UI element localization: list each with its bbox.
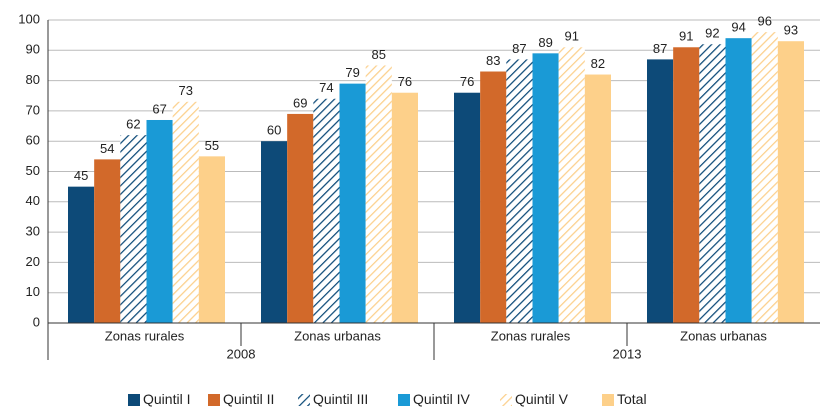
y-tick-label: 70	[26, 102, 40, 117]
data-label: 91	[565, 29, 579, 44]
legend-swatch	[128, 394, 140, 406]
data-label: 79	[345, 65, 359, 80]
bar	[94, 159, 121, 323]
legend-label: Quintil III	[313, 391, 368, 407]
bar	[647, 59, 674, 323]
bar	[506, 59, 533, 323]
data-label: 54	[100, 141, 114, 156]
legend-swatch	[298, 394, 310, 406]
x-tick-label: Zonas urbanas	[680, 328, 767, 343]
y-tick-label: 0	[33, 314, 40, 329]
y-tick-label: 20	[26, 254, 40, 269]
legend-label: Quintil II	[223, 391, 274, 407]
y-tick-label: 100	[18, 11, 40, 26]
bar	[365, 65, 392, 323]
data-label: 76	[460, 74, 474, 89]
bar	[287, 113, 314, 324]
bar	[558, 47, 585, 324]
bar	[261, 141, 288, 323]
bar	[532, 53, 559, 324]
legend-label: Total	[617, 391, 647, 407]
bar	[172, 101, 199, 323]
data-label: 93	[784, 23, 798, 38]
data-label: 76	[398, 74, 412, 89]
y-tick-label: 60	[26, 133, 40, 148]
legend-swatch	[398, 394, 410, 406]
data-label: 60	[267, 123, 281, 138]
legend-label: Quintil IV	[413, 391, 470, 407]
bar	[391, 92, 418, 323]
legend-label: Quintil I	[143, 391, 190, 407]
data-label: 69	[293, 95, 307, 110]
data-label: 73	[179, 83, 193, 98]
group-label: 2013	[613, 346, 642, 361]
x-tick-label: Zonas rurales	[105, 328, 185, 343]
x-tick-label: Zonas rurales	[491, 328, 571, 343]
data-label: 74	[319, 80, 333, 95]
data-label: 85	[372, 47, 386, 62]
bar	[480, 71, 507, 323]
data-label: 96	[758, 14, 772, 29]
y-tick-label: 10	[26, 284, 40, 299]
data-label: 45	[74, 168, 88, 183]
legend-swatch	[500, 394, 512, 406]
data-label: 94	[731, 20, 745, 35]
legend-swatch	[208, 394, 220, 406]
legend-label: Quintil V	[515, 391, 569, 407]
data-label: 55	[205, 138, 219, 153]
data-label: 92	[705, 26, 719, 41]
bar	[120, 135, 147, 323]
bar	[699, 44, 726, 324]
data-label: 62	[126, 117, 140, 132]
bar	[725, 38, 752, 324]
bar	[454, 92, 481, 323]
group-label: 2008	[227, 346, 256, 361]
y-tick-label: 90	[26, 42, 40, 57]
data-label: 83	[486, 53, 500, 68]
data-label: 67	[152, 101, 166, 116]
bar	[146, 119, 173, 324]
bar	[68, 186, 95, 323]
data-label: 82	[591, 56, 605, 71]
legend-swatch	[602, 394, 614, 406]
bar	[673, 47, 700, 324]
y-tick-label: 50	[26, 163, 40, 178]
bar	[198, 156, 225, 323]
y-tick-label: 30	[26, 224, 40, 239]
bar	[584, 74, 611, 323]
data-label: 89	[538, 35, 552, 50]
y-tick-label: 80	[26, 72, 40, 87]
data-label: 91	[679, 29, 693, 44]
bar	[313, 98, 340, 323]
x-tick-label: Zonas urbanas	[294, 328, 381, 343]
data-label: 87	[653, 41, 667, 56]
data-label: 87	[512, 41, 526, 56]
bar	[339, 83, 366, 323]
bar	[777, 41, 804, 324]
y-tick-label: 40	[26, 193, 40, 208]
bar	[751, 32, 778, 324]
